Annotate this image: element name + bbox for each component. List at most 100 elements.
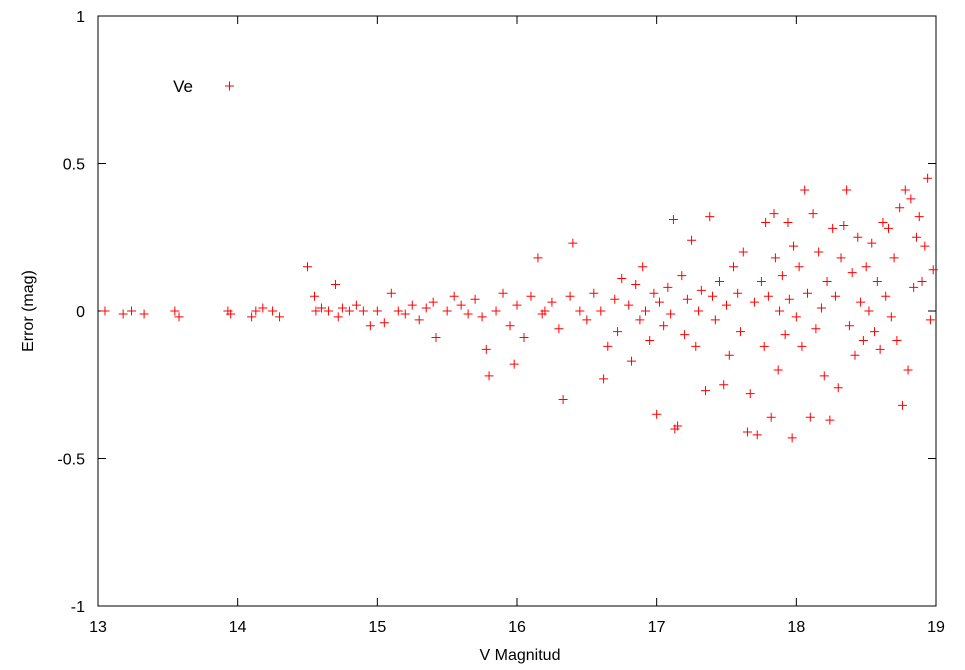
data-point xyxy=(659,321,669,331)
data-point xyxy=(925,315,935,325)
data-point xyxy=(533,253,543,263)
data-point xyxy=(791,312,801,322)
data-point xyxy=(870,327,880,337)
data-point xyxy=(526,291,536,301)
data-point xyxy=(554,324,564,334)
data-point xyxy=(631,279,641,289)
data-point xyxy=(654,297,664,307)
data-point xyxy=(761,218,771,227)
data-point xyxy=(738,247,748,257)
data-point xyxy=(565,291,575,301)
data-point xyxy=(589,288,599,298)
data-point xyxy=(897,400,907,410)
data-point xyxy=(680,330,690,340)
data-point xyxy=(909,282,919,292)
data-point xyxy=(715,277,725,286)
data-point xyxy=(323,306,333,316)
data-point xyxy=(722,300,731,310)
data-point xyxy=(906,194,916,204)
data-point xyxy=(682,294,692,304)
data-point xyxy=(800,185,810,195)
data-point xyxy=(766,412,776,422)
data-point xyxy=(847,268,857,278)
data-point xyxy=(638,262,648,272)
data-point xyxy=(428,297,438,307)
data-point xyxy=(624,300,634,310)
x-tick-label: 16 xyxy=(508,619,526,636)
data-point xyxy=(247,312,257,322)
data-point xyxy=(311,306,321,316)
data-point xyxy=(431,333,441,343)
data-point xyxy=(333,312,343,322)
data-point xyxy=(856,297,866,307)
data-point xyxy=(652,409,662,419)
data-point xyxy=(635,315,645,325)
data-point xyxy=(596,306,606,316)
data-point xyxy=(477,312,487,322)
data-point xyxy=(547,297,557,307)
data-point xyxy=(756,277,766,286)
data-point xyxy=(797,341,807,351)
x-axis-label: V Magnitud xyxy=(480,647,561,664)
data-point xyxy=(875,344,885,354)
data-point xyxy=(787,433,797,443)
data-point xyxy=(917,277,927,286)
data-point xyxy=(139,309,149,319)
data-point xyxy=(645,336,655,345)
data-point xyxy=(337,303,347,313)
y-tick-label: 1 xyxy=(76,9,85,26)
data-point xyxy=(379,318,389,328)
data-point xyxy=(724,350,734,360)
data-point xyxy=(808,209,818,219)
data-point xyxy=(769,209,779,219)
data-point xyxy=(735,327,745,337)
data-point xyxy=(582,315,592,325)
data-point xyxy=(777,271,787,281)
data-point xyxy=(825,415,835,425)
y-tick-label: 0.5 xyxy=(63,157,85,174)
data-point xyxy=(118,309,128,319)
data-point xyxy=(850,350,860,360)
data-point xyxy=(691,341,701,351)
data-point xyxy=(775,306,785,316)
x-tick-label: 13 xyxy=(89,619,107,636)
data-point xyxy=(613,327,623,337)
data-point xyxy=(886,312,896,322)
data-point xyxy=(816,303,826,313)
y-tick-label: -1 xyxy=(71,599,85,616)
x-tick-label: 17 xyxy=(648,619,666,636)
legend: Ve xyxy=(173,77,234,96)
data-point xyxy=(878,218,888,227)
data-point xyxy=(694,306,704,316)
data-point xyxy=(745,389,755,399)
data-point xyxy=(819,371,829,381)
data-point xyxy=(421,303,431,313)
tick-labels: 13 14 15 16 17 18 19 1 0.5 0 -0.5 -1 xyxy=(57,9,945,636)
data-point xyxy=(763,291,773,301)
data-point xyxy=(258,303,268,313)
data-point xyxy=(770,253,780,263)
data-point xyxy=(830,291,840,301)
data-point xyxy=(540,306,550,316)
data-point xyxy=(867,238,877,248)
data-point xyxy=(351,300,361,310)
data-point xyxy=(498,288,508,298)
data-point xyxy=(903,365,913,375)
data-point xyxy=(170,306,180,316)
data-point xyxy=(344,306,354,316)
data-point xyxy=(491,306,501,316)
data-point xyxy=(861,262,871,272)
data-point xyxy=(696,285,706,295)
data-point xyxy=(649,288,659,298)
data-point xyxy=(864,306,874,316)
data-point xyxy=(484,371,494,381)
data-point xyxy=(617,274,627,284)
data-point xyxy=(914,212,924,222)
data-point xyxy=(749,297,759,307)
data-point xyxy=(900,185,910,195)
data-point xyxy=(828,223,838,233)
data-point xyxy=(928,265,938,275)
data-point xyxy=(728,262,738,272)
data-point xyxy=(226,309,236,319)
data-point xyxy=(393,306,403,316)
